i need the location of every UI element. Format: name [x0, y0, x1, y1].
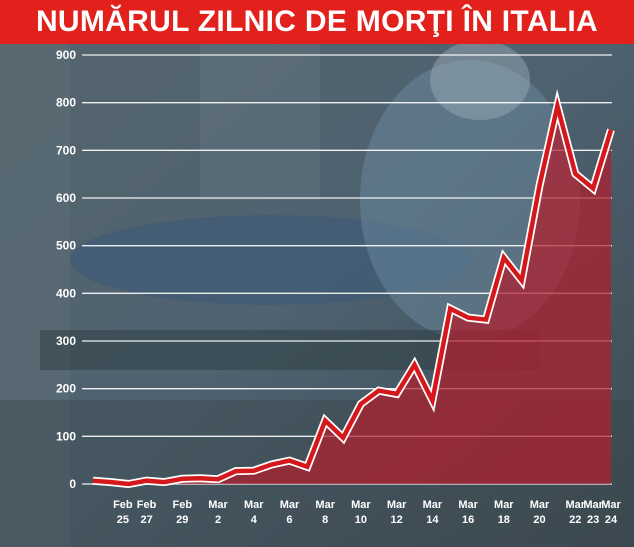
x-tick-label-day: 10 [355, 514, 367, 526]
chart-title: NUMĂRUL ZILNIC DE MORŢI ÎN ITALIA [35, 5, 599, 38]
x-tick-label-day: 12 [391, 514, 403, 526]
y-tick-label: 700 [56, 143, 76, 157]
y-tick-label: 400 [56, 286, 76, 300]
y-tick-label: 500 [56, 239, 76, 253]
x-tick-label-day: 25 [117, 514, 129, 526]
x-tick-label-day: 27 [140, 514, 152, 526]
title-bar: NUMĂRUL ZILNIC DE MORŢI ÎN ITALIA [0, 0, 634, 44]
x-tick-label-month: Feb [137, 499, 157, 511]
y-tick-label: 600 [56, 191, 76, 205]
x-tick-label-month: Mar [423, 499, 443, 511]
x-tick-label-day: 18 [498, 514, 510, 526]
x-tick-label-month: Mar [387, 499, 407, 511]
x-tick-label-month: Mar [583, 499, 603, 511]
y-tick-label: 800 [56, 96, 76, 110]
area-fill-shape [93, 106, 611, 484]
series-line-path [92, 96, 614, 487]
x-tick-label-day: 14 [426, 514, 439, 526]
y-tick-label: 200 [56, 382, 76, 396]
x-tick-label-month: Mar [315, 499, 335, 511]
x-tick-label-month: Feb [173, 499, 193, 511]
x-tick-label-day: 22 [569, 514, 581, 526]
x-tick-label-day: 16 [462, 514, 474, 526]
x-tick-label-month: Mar [280, 499, 300, 511]
x-tick-label-month: Mar [601, 499, 621, 511]
y-tick-label: 100 [56, 429, 76, 443]
area-fill [93, 106, 611, 484]
x-tick-label-day: 20 [533, 514, 545, 526]
x-tick-label-day: 29 [176, 514, 188, 526]
x-tick-label-day: 23 [587, 514, 599, 526]
x-tick-label-day: 8 [322, 514, 328, 526]
x-tick-label-month: Mar [458, 499, 478, 511]
series-line [92, 89, 615, 489]
x-tick-label-month: Mar [494, 499, 514, 511]
x-tick-label-month: Feb [113, 499, 133, 511]
x-tick-label-month: Mar [351, 499, 371, 511]
y-axis-ticks: 0 100 200 300 400 500 600 700 800 900 [56, 48, 76, 491]
x-tick-label-day: 2 [215, 514, 221, 526]
x-tick-label-month: Mar [565, 499, 585, 511]
x-tick-label-month: Mar [208, 499, 228, 511]
y-tick-label: 300 [56, 334, 76, 348]
x-tick-label-month: Mar [530, 499, 550, 511]
x-tick-label-day: 4 [251, 514, 258, 526]
x-tick-label-day: 6 [286, 514, 292, 526]
x-tick-label-day: 24 [605, 514, 618, 526]
y-tick-label: 900 [56, 48, 76, 62]
y-tick-label: 0 [69, 477, 76, 491]
x-tick-label-month: Mar [244, 499, 264, 511]
x-axis-ticks: Feb 25 Feb 27 Feb 29 Mar 2 Mar 4 Mar 6 Mar 8 Mar 10 Mar 1… [113, 499, 621, 526]
